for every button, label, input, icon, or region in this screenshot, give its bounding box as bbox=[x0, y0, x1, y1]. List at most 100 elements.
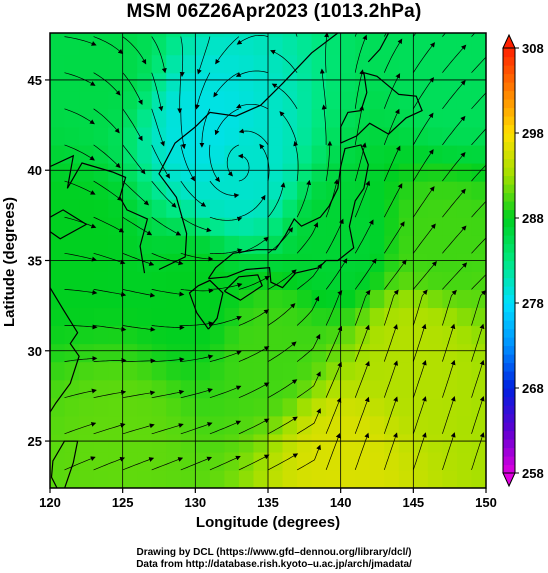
streamline bbox=[383, 33, 387, 37]
field-cell bbox=[413, 90, 429, 110]
field-cell bbox=[384, 90, 400, 110]
streamline bbox=[93, 422, 126, 435]
field-cell bbox=[471, 343, 486, 363]
streamline bbox=[354, 34, 368, 73]
field-cell bbox=[456, 163, 473, 182]
streamline bbox=[267, 416, 298, 435]
field-cell bbox=[79, 108, 95, 128]
field-cell bbox=[442, 433, 458, 453]
field-cell bbox=[384, 307, 400, 327]
field-cell bbox=[122, 126, 138, 146]
field-cell bbox=[268, 90, 284, 110]
field-cell bbox=[50, 379, 66, 399]
field-cell bbox=[442, 144, 458, 164]
colorbar-segment bbox=[503, 209, 515, 219]
field-cell bbox=[442, 343, 458, 363]
field-cell bbox=[253, 289, 269, 309]
streamline bbox=[267, 379, 298, 399]
streamline bbox=[279, 111, 298, 145]
field-cell bbox=[79, 199, 95, 218]
field-cell bbox=[398, 451, 414, 471]
field-cell bbox=[224, 72, 240, 92]
field-cell bbox=[311, 361, 327, 381]
field-cell bbox=[93, 108, 109, 128]
colorbar-segment bbox=[503, 65, 515, 75]
field-cell bbox=[93, 217, 109, 236]
streamline bbox=[354, 258, 377, 290]
field-cell bbox=[151, 199, 167, 218]
field-cell bbox=[427, 379, 443, 399]
field-cell bbox=[93, 235, 109, 254]
field-cell bbox=[195, 433, 211, 453]
field-cell bbox=[50, 307, 66, 327]
field-cell bbox=[427, 307, 443, 327]
field-cell bbox=[442, 126, 458, 146]
field-cell bbox=[137, 469, 153, 488]
field-cell bbox=[151, 235, 167, 254]
field-cell bbox=[355, 469, 371, 488]
streamline bbox=[413, 186, 435, 218]
x-tick-label: 120 bbox=[39, 495, 61, 510]
field-cell bbox=[369, 90, 385, 110]
field-cell bbox=[151, 433, 167, 453]
field-cell bbox=[384, 217, 400, 236]
credit-line-data: Data from http://database.rish.kyoto–u.a… bbox=[136, 559, 412, 570]
field-cell bbox=[151, 451, 167, 471]
streamline bbox=[226, 144, 240, 177]
field-cell bbox=[122, 90, 138, 110]
field-cell bbox=[413, 33, 429, 38]
streamline bbox=[325, 140, 333, 182]
field-cell bbox=[326, 469, 342, 488]
field-cell bbox=[297, 36, 313, 56]
field-cell bbox=[268, 144, 284, 164]
field-cell bbox=[326, 451, 342, 471]
field-cell bbox=[224, 433, 240, 453]
field-cell bbox=[384, 33, 400, 38]
field-cell bbox=[297, 217, 313, 236]
field-cell bbox=[326, 325, 342, 345]
field-cell bbox=[137, 343, 153, 363]
field-cell bbox=[369, 72, 385, 92]
field-cell bbox=[268, 235, 284, 254]
field-cell bbox=[268, 253, 284, 272]
field-cell bbox=[268, 469, 284, 488]
field-cell bbox=[195, 235, 211, 254]
field-cell bbox=[326, 361, 342, 381]
streamline bbox=[122, 457, 155, 471]
temperature-field bbox=[50, 33, 486, 488]
coastline bbox=[367, 33, 390, 63]
field-cell bbox=[224, 451, 240, 471]
field-cell bbox=[369, 451, 385, 471]
field-cell bbox=[50, 33, 66, 38]
colorbar-segment bbox=[503, 277, 515, 287]
streamline bbox=[64, 289, 98, 295]
streamline bbox=[93, 180, 123, 201]
streamline bbox=[151, 108, 165, 147]
field-cell bbox=[50, 433, 66, 453]
streamline bbox=[471, 237, 486, 254]
field-cell bbox=[355, 126, 371, 146]
streamline bbox=[325, 397, 342, 434]
field-cell bbox=[180, 469, 196, 488]
field-cell bbox=[268, 325, 284, 345]
field-cell bbox=[340, 271, 356, 290]
field-cell bbox=[122, 415, 138, 435]
field-cell bbox=[180, 33, 196, 38]
field-cell bbox=[384, 271, 400, 290]
x-tick-label: 140 bbox=[330, 495, 352, 510]
field-cell bbox=[311, 33, 327, 38]
field-cell bbox=[471, 72, 486, 92]
field-cell bbox=[326, 307, 342, 327]
field-cell bbox=[369, 415, 385, 435]
field-cell bbox=[268, 289, 284, 309]
field-cell bbox=[253, 307, 269, 327]
field-cell bbox=[79, 235, 95, 254]
streamline bbox=[442, 396, 456, 434]
field-cell bbox=[253, 469, 269, 488]
field-cell bbox=[253, 72, 269, 92]
field-cell bbox=[369, 181, 385, 200]
colorbar-top-arrow bbox=[502, 33, 516, 49]
streamline bbox=[413, 261, 437, 290]
streamline bbox=[383, 324, 398, 362]
streamline bbox=[354, 289, 371, 326]
